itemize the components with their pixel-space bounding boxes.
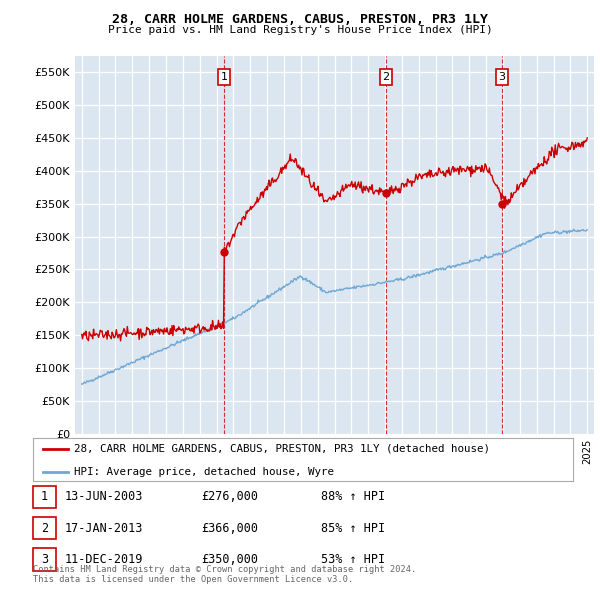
Text: £366,000: £366,000 [201, 522, 258, 535]
Text: 17-JAN-2013: 17-JAN-2013 [65, 522, 143, 535]
Text: 28, CARR HOLME GARDENS, CABUS, PRESTON, PR3 1LY (detached house): 28, CARR HOLME GARDENS, CABUS, PRESTON, … [74, 444, 490, 454]
Text: 1: 1 [41, 490, 48, 503]
Text: £350,000: £350,000 [201, 553, 258, 566]
Text: 2: 2 [382, 72, 389, 82]
Text: 88% ↑ HPI: 88% ↑ HPI [321, 490, 385, 503]
Text: 85% ↑ HPI: 85% ↑ HPI [321, 522, 385, 535]
Text: Price paid vs. HM Land Registry's House Price Index (HPI): Price paid vs. HM Land Registry's House … [107, 25, 493, 35]
Text: HPI: Average price, detached house, Wyre: HPI: Average price, detached house, Wyre [74, 467, 334, 477]
Text: £276,000: £276,000 [201, 490, 258, 503]
Text: 11-DEC-2019: 11-DEC-2019 [65, 553, 143, 566]
Text: 3: 3 [499, 72, 506, 82]
Text: 13-JUN-2003: 13-JUN-2003 [65, 490, 143, 503]
Text: 3: 3 [41, 553, 48, 566]
Text: 1: 1 [221, 72, 227, 82]
Text: 53% ↑ HPI: 53% ↑ HPI [321, 553, 385, 566]
Text: 2: 2 [41, 522, 48, 535]
Text: 28, CARR HOLME GARDENS, CABUS, PRESTON, PR3 1LY: 28, CARR HOLME GARDENS, CABUS, PRESTON, … [112, 13, 488, 26]
Text: Contains HM Land Registry data © Crown copyright and database right 2024.
This d: Contains HM Land Registry data © Crown c… [33, 565, 416, 584]
